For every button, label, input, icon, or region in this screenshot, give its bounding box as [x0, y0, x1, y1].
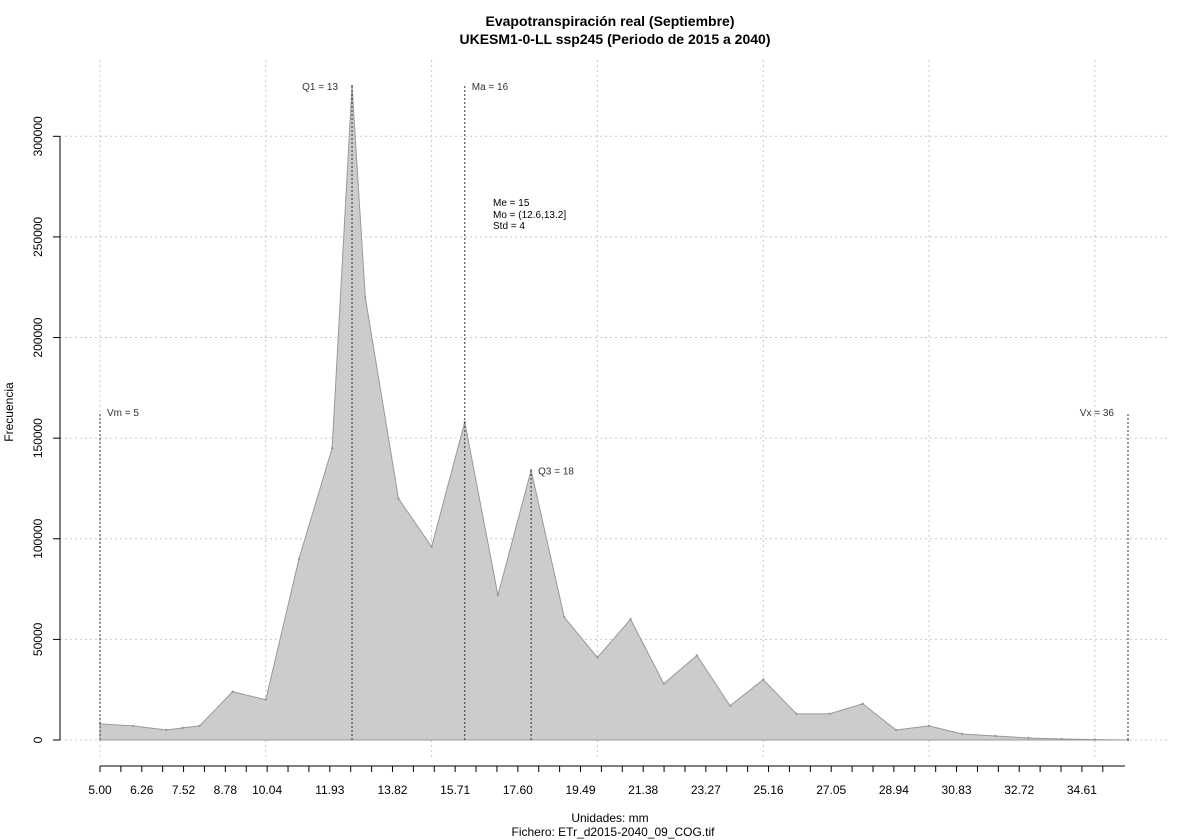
chart-title: Evapotranspiración real (Septiembre) — [486, 13, 735, 29]
data-point — [496, 593, 500, 597]
x-tick-label: 5.00 — [88, 783, 112, 797]
x-tick-label: 7.52 — [172, 783, 196, 797]
x-axis-label: Unidades: mm — [571, 811, 648, 825]
x-tick-label: 11.93 — [315, 783, 344, 797]
stats-mode: Mo = (12.6,13.2] — [493, 210, 566, 221]
file-footer: Fichero: ETr_d2015-2040_09_COG.tif — [512, 825, 716, 839]
data-point — [231, 690, 234, 693]
marker-label: Vx = 36 — [1080, 408, 1115, 419]
data-point — [728, 704, 732, 707]
marker-label: Q1 = 13 — [302, 82, 338, 93]
data-point — [828, 712, 831, 716]
x-tick-label: 13.82 — [377, 783, 407, 797]
y-tick-label: 0 — [31, 736, 45, 743]
data-point — [960, 732, 964, 736]
stats-median: Me = 15 — [493, 198, 530, 209]
y-tick-label: 150000 — [31, 418, 45, 458]
data-point — [629, 618, 632, 621]
data-point — [994, 734, 997, 738]
y-tick-label: 300000 — [31, 116, 45, 156]
frequency-area — [99, 85, 1129, 741]
data-point — [861, 702, 864, 705]
x-tick-label: 15.71 — [440, 783, 470, 797]
data-point — [430, 545, 433, 549]
x-tick-label: 17.60 — [503, 783, 533, 797]
y-tick-label: 200000 — [31, 317, 45, 357]
y-tick-label: 100000 — [31, 518, 45, 558]
x-tick-label: 10.04 — [252, 783, 282, 797]
data-point — [330, 447, 334, 450]
marker-label: Q3 = 18 — [538, 466, 574, 477]
x-tick-label: 27.05 — [816, 783, 846, 797]
x-tick-label: 21.38 — [628, 783, 658, 797]
x-tick-label: 19.49 — [565, 783, 595, 797]
data-point — [181, 726, 185, 730]
x-tick-label: 8.78 — [214, 783, 238, 797]
data-point — [1027, 736, 1030, 740]
vertical-markers: Vm = 5 Q1 = 13 Ma = 16 Q3 = 18 Vx = 36 — [99, 82, 1129, 740]
data-point — [198, 724, 201, 728]
x-tick-label: 23.27 — [691, 783, 721, 797]
x-tick-label: 32.72 — [1004, 783, 1034, 797]
data-point — [1060, 737, 1063, 741]
y-axis-label: Frecuencia — [2, 382, 16, 442]
x-tick-label: 28.94 — [879, 783, 909, 797]
grid — [60, 60, 1170, 760]
data-point — [662, 682, 665, 685]
x-tick-label: 25.16 — [754, 783, 784, 797]
data-point — [364, 296, 367, 299]
axes: 0 50000 100000 150000 200000 250000 300000 5.00… — [31, 116, 1125, 797]
marker-label: Vm = 5 — [107, 408, 139, 419]
data-series-layer — [98, 84, 1130, 742]
stats-annotation: Me = 15 Mo = (12.6,13.2] Std = 4 — [493, 198, 566, 232]
x-tick-label: 30.83 — [942, 783, 972, 797]
x-tick-label: 6.26 — [130, 783, 154, 797]
chart-subtitle: UKESM1-0-LL ssp245 (Periodo de 2015 a 20… — [460, 31, 771, 47]
data-point — [297, 557, 301, 561]
data-point — [894, 728, 898, 732]
data-point — [1093, 738, 1097, 741]
data-point — [596, 656, 599, 659]
data-point — [762, 678, 765, 681]
y-tick-label: 250000 — [31, 217, 45, 257]
x-tick-label: 34.61 — [1067, 783, 1097, 797]
data-point — [927, 724, 931, 728]
data-point — [795, 712, 798, 716]
data-point — [695, 654, 699, 657]
data-point — [563, 616, 566, 619]
data-point — [131, 724, 135, 728]
marker-label: Ma = 16 — [472, 82, 509, 93]
data-point — [397, 497, 400, 500]
y-tick-label: 50000 — [31, 622, 45, 656]
data-point — [264, 698, 268, 701]
data-point — [165, 728, 168, 732]
stats-std: Std = 4 — [493, 221, 525, 232]
